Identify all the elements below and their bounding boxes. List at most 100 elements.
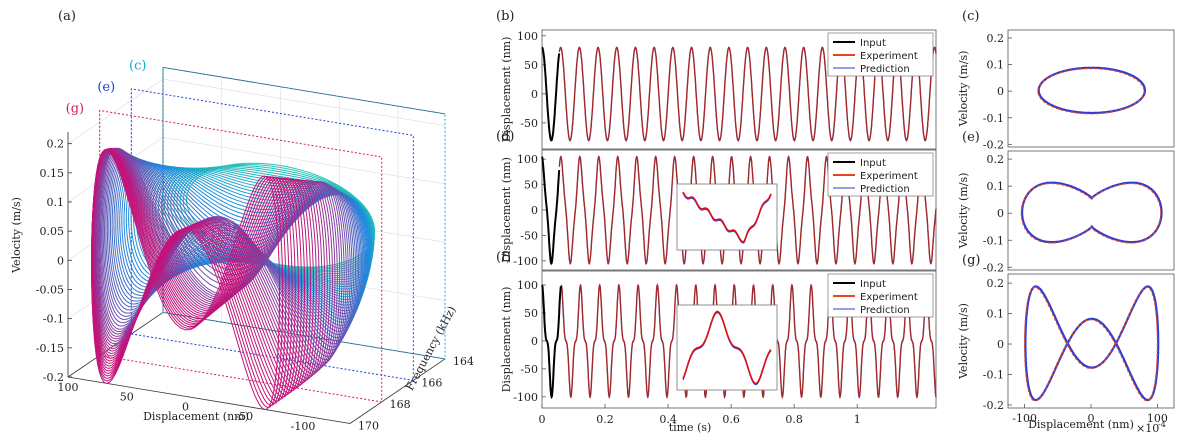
panel-b-legend-entry: Prediction	[860, 64, 910, 75]
panel-g-frame	[1007, 273, 1175, 409]
panel-a-3d-plot: (a) Velocity (m/s) Displacement (nm) Fre…	[10, 9, 474, 433]
surface-curve	[113, 157, 361, 333]
panel-e-experiment-orbit	[1020, 182, 1162, 244]
phase-x-axis-label: Displacement (nm)	[1028, 418, 1134, 431]
panel-g-prediction-orbit	[1024, 285, 1160, 402]
panel-g-y-tick-label: 0.2	[987, 277, 1005, 290]
panel-d-legend-entry: Prediction	[860, 184, 910, 195]
surface-curve	[123, 161, 367, 318]
panel-g-y-tick-label: 0.1	[987, 308, 1005, 321]
panel-d-y-axis-label: Displacement (nm)	[500, 157, 513, 263]
panel-b-legend-entry: Experiment	[860, 51, 918, 62]
z-tick-label: 0.05	[40, 225, 65, 238]
panel-f-x-tick-label: 0	[539, 413, 546, 426]
panel-e-y-tick-label: 0.1	[987, 180, 1005, 193]
panel-b-experiment-line	[558, 46, 937, 142]
panel-e-y-tick-label: -0.1	[983, 234, 1004, 247]
time-axis-exponent-power: -4	[1158, 420, 1166, 429]
panel-c-frame	[1007, 29, 1175, 148]
panel-f-x-tick-label: 0.2	[596, 413, 614, 426]
panel-f-frame	[541, 270, 937, 409]
panel-b-y-tick-label: 100	[517, 30, 538, 43]
panel-a-x-axis-label: Displacement (nm)	[143, 410, 249, 423]
grid-line	[162, 78, 446, 126]
x-tick-label: -50	[235, 410, 253, 423]
panel-c-experiment-orbit	[1037, 68, 1145, 115]
panel-b-legend-entry: Input	[860, 38, 886, 49]
slice-label-2: (g)	[66, 101, 84, 116]
panel-f-legend-entry: Prediction	[860, 305, 910, 316]
panel-g-y-axis-label: Velocity (m/s)	[957, 303, 970, 380]
panel-e-y-axis-label: Velocity (m/s)	[957, 173, 970, 250]
panel-f-y-tick-label: 50	[524, 307, 538, 320]
panel-e-prediction-orbit	[1021, 181, 1163, 244]
panel-f-inset-experiment	[682, 310, 772, 385]
z-tick-label: -0.15	[36, 342, 64, 355]
panel-a-z-axis-label: Velocity (m/s)	[10, 197, 23, 274]
panel-d-label: (d)	[496, 129, 514, 144]
panel-d-y-tick-label: 100	[517, 153, 538, 166]
z-tick-label: -0.1	[43, 313, 64, 326]
panel-b-y-axis-label: Displacement (nm)	[500, 37, 513, 143]
surface-curve	[119, 159, 365, 323]
panel-f-x-tick-label: 0.6	[722, 413, 740, 426]
surface-curve	[121, 160, 366, 320]
z-tick-label: 0.2	[47, 138, 65, 151]
time-axis-label: time (s)	[669, 421, 712, 434]
panel-e-frame	[1007, 150, 1175, 271]
panel-g-y-tick-label: 0	[997, 338, 1004, 351]
box-edge	[67, 312, 164, 378]
panel-c-y-tick-label: 0.1	[987, 59, 1005, 72]
panel-g-x-tick-label: 100	[1147, 412, 1168, 425]
panel-e-y-tick-label: -0.2	[983, 261, 1004, 274]
panel-a-slice-frames: (c) (e) (g)	[66, 58, 446, 403]
surface-curve	[101, 149, 347, 358]
y-tick-label: 166	[421, 376, 442, 389]
z-tick-label: -0.2	[43, 371, 64, 384]
surface-curve	[100, 148, 345, 361]
grid-line	[67, 78, 164, 144]
surface-curve	[91, 149, 281, 410]
panel-f-input-line	[541, 284, 562, 400]
panel-d-y-tick-label: 50	[524, 179, 538, 192]
x-tick-label: -100	[291, 420, 316, 433]
panel-d-inset-experiment	[682, 191, 772, 243]
panel-e-label: (e)	[962, 130, 980, 145]
panel-g-phase-portrait: (g) Velocity (m/s) 0.2 0.1 0 -0.1 -0.2 -100 0 100	[957, 253, 1175, 425]
y-tick-label: 168	[390, 398, 411, 411]
panel-b-label: (b)	[496, 9, 514, 24]
surface-curve	[111, 156, 360, 336]
panel-e-phase-portrait: (e) Velocity (m/s) 0.2 0.1 0 -0.1 -0.2	[957, 130, 1175, 274]
panel-e-y-tick-label: 0.2	[987, 153, 1005, 166]
surface-curve	[117, 159, 364, 326]
panel-c-y-tick-label: -0.2	[983, 138, 1004, 151]
y-tick-label: 170	[358, 420, 379, 433]
z-tick-label: -0.05	[36, 284, 64, 297]
panel-f-y-axis-label: Displacement (nm)	[500, 287, 513, 393]
x-tick-label: 0	[182, 400, 189, 413]
panel-g-experiment-orbit	[1023, 286, 1158, 402]
panel-a-curves	[91, 147, 376, 410]
slice-label-1: (e)	[97, 80, 115, 95]
panel-f-inset	[676, 304, 778, 391]
panel-f-y-tick-label: 0	[531, 335, 538, 348]
panel-b-y-tick-label: 0	[531, 88, 538, 101]
panel-f-legend-entry: Experiment	[860, 292, 918, 303]
panel-c-y-tick-label: -0.1	[983, 112, 1004, 125]
panel-c-phase-portrait: (c) Velocity (m/s) 0.2 0.1 0 -0.1 -0.2	[957, 9, 1175, 151]
panel-f-y-tick-label: 100	[517, 279, 538, 292]
z-tick-label: 0.1	[47, 196, 65, 209]
panel-f-y-tick-label: -100	[513, 391, 538, 404]
panel-d-y-tick-label: -50	[520, 229, 538, 242]
panel-d-legend-entry: Experiment	[860, 171, 918, 182]
panel-g-x-tick-label: -100	[1012, 412, 1037, 425]
panel-f-x-tick-label: 0.4	[659, 413, 677, 426]
panel-b-input-line	[541, 46, 561, 142]
panel-c-y-tick-label: 0.2	[987, 32, 1005, 45]
panel-f-x-tick-label: 0.8	[785, 413, 803, 426]
y-tick-label: 164	[453, 355, 474, 368]
panel-c-label: (c)	[962, 9, 979, 24]
